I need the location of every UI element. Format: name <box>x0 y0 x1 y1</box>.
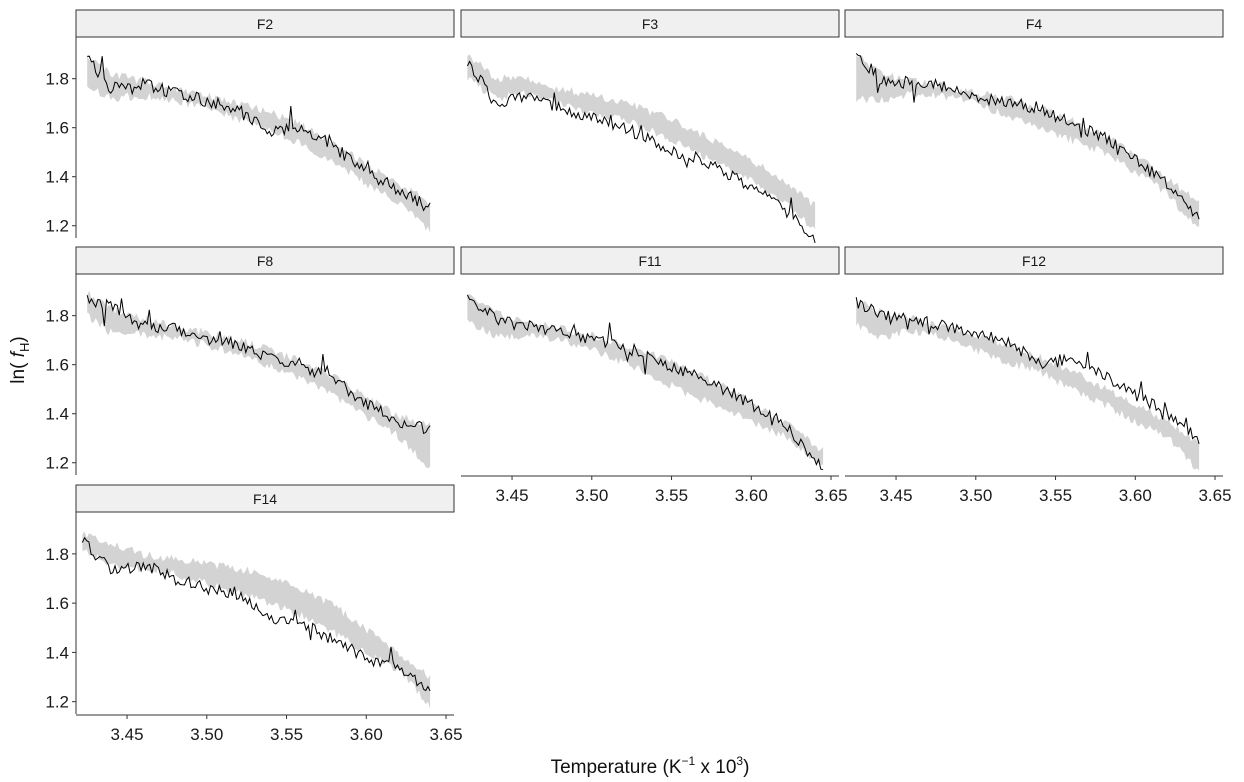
y-title-sub: H <box>17 343 32 352</box>
facet-panels: F2 F3 F4 F8 F11 F12 F14 <box>75 9 1224 709</box>
y-axis-f2: 1.2 1.4 1.6 1.8 <box>45 37 77 238</box>
x-tick-label: 3.45 <box>879 486 912 505</box>
facet-strip-label: F11 <box>638 253 661 269</box>
observed-line <box>855 53 1200 220</box>
facet-strip <box>460 9 840 38</box>
observed-line <box>81 536 431 692</box>
facet-strip <box>844 246 1224 275</box>
y-axis-f8: 1.2 1.4 1.6 1.8 <box>45 274 77 475</box>
prediction-band <box>87 290 431 469</box>
y-tick-label: 1.8 <box>45 307 69 326</box>
y-tick-label: 1.2 <box>45 454 69 473</box>
facet-f2: F2 <box>75 9 455 233</box>
facet-f14: F14 <box>75 484 455 709</box>
x-title-sup2: 3 <box>736 754 743 768</box>
x-tick-label: 3.60 <box>735 486 768 505</box>
x-tick-label: 3.65 <box>429 725 462 744</box>
facet-strip-label: F3 <box>642 16 659 32</box>
facet-strip-label: F2 <box>257 16 274 32</box>
y-tick-label: 1.6 <box>45 356 69 375</box>
y-tick-label: 1.4 <box>45 168 69 187</box>
y-axis-title: ln( fH) <box>8 336 32 383</box>
prediction-band <box>467 294 824 465</box>
facet-strip <box>460 246 840 275</box>
x-tick-label: 3.45 <box>110 725 143 744</box>
x-title-main: Temperature (K <box>551 757 682 778</box>
facet-f4: F4 <box>844 9 1224 227</box>
observed-line <box>86 295 431 435</box>
prediction-band <box>82 531 431 709</box>
x-axis-title: Temperature (K−1 x 103) <box>551 754 750 778</box>
x-tick-label: 3.65 <box>1198 486 1231 505</box>
y-tick-label: 1.8 <box>45 70 69 89</box>
y-tick-label: 1.6 <box>45 594 69 613</box>
x-tick-label: 3.55 <box>1039 486 1072 505</box>
prediction-band <box>87 56 431 233</box>
facet-f11: F11 <box>460 246 840 471</box>
x-title-mid: x 10 <box>695 757 736 778</box>
x-tick-label: 3.55 <box>655 486 688 505</box>
prediction-band <box>856 299 1200 471</box>
y-tick-label: 1.2 <box>45 217 69 236</box>
y-title-post: ) <box>8 336 29 342</box>
facet-strip-label: F8 <box>257 253 274 269</box>
facet-strip <box>844 9 1224 38</box>
x-tick-label: 3.55 <box>270 725 303 744</box>
x-tick-label: 3.50 <box>190 725 223 744</box>
observed-line <box>466 294 824 471</box>
y-tick-label: 1.4 <box>45 405 69 424</box>
x-tick-label: 3.50 <box>959 486 992 505</box>
facet-strip <box>75 246 455 275</box>
x-axis-f12: 3.45 3.50 3.55 3.60 3.65 <box>845 475 1232 505</box>
y-axis-f14: 1.2 1.4 1.6 1.8 <box>45 512 77 714</box>
facet-strip-label: F4 <box>1026 16 1043 32</box>
x-tick-label: 3.60 <box>1119 486 1152 505</box>
x-axis-f11: 3.45 3.50 3.55 3.60 3.65 <box>461 475 848 505</box>
y-title-pre: ln( <box>8 357 29 383</box>
prediction-band <box>467 54 816 230</box>
x-axis-f14: 3.45 3.50 3.55 3.60 3.65 <box>76 714 463 744</box>
y-tick-label: 1.6 <box>45 119 69 138</box>
y-tick-label: 1.4 <box>45 643 69 662</box>
observed-line <box>466 60 816 244</box>
observed-line <box>87 55 431 212</box>
x-title-sup1: −1 <box>682 754 696 768</box>
facet-strip-label: F14 <box>253 491 277 507</box>
observed-line <box>855 297 1200 444</box>
prediction-band <box>856 55 1200 227</box>
x-tick-label: 3.45 <box>495 486 528 505</box>
x-tick-label: 3.60 <box>350 725 383 744</box>
facet-f8: F8 <box>75 246 455 469</box>
facet-strip <box>75 484 455 513</box>
y-axes: 1.2 1.4 1.6 1.8 1.2 1.4 1.6 1.8 1.2 1.4 1.6 1.8 <box>45 37 77 714</box>
y-tick-label: 1.8 <box>45 545 69 564</box>
x-axes: 3.45 3.50 3.55 3.60 3.65 3.45 3.50 3.55 3.60 3.65… <box>76 475 1232 744</box>
facet-strip <box>75 9 455 38</box>
x-title-end: ) <box>743 757 749 778</box>
facet-strip-label: F12 <box>1022 253 1046 269</box>
y-title-var: f <box>8 350 29 357</box>
x-tick-label: 3.65 <box>814 486 847 505</box>
facet-f3: F3 <box>460 9 840 244</box>
facet-f12: F12 <box>844 246 1224 471</box>
x-tick-label: 3.50 <box>575 486 608 505</box>
y-tick-label: 1.2 <box>45 693 69 712</box>
